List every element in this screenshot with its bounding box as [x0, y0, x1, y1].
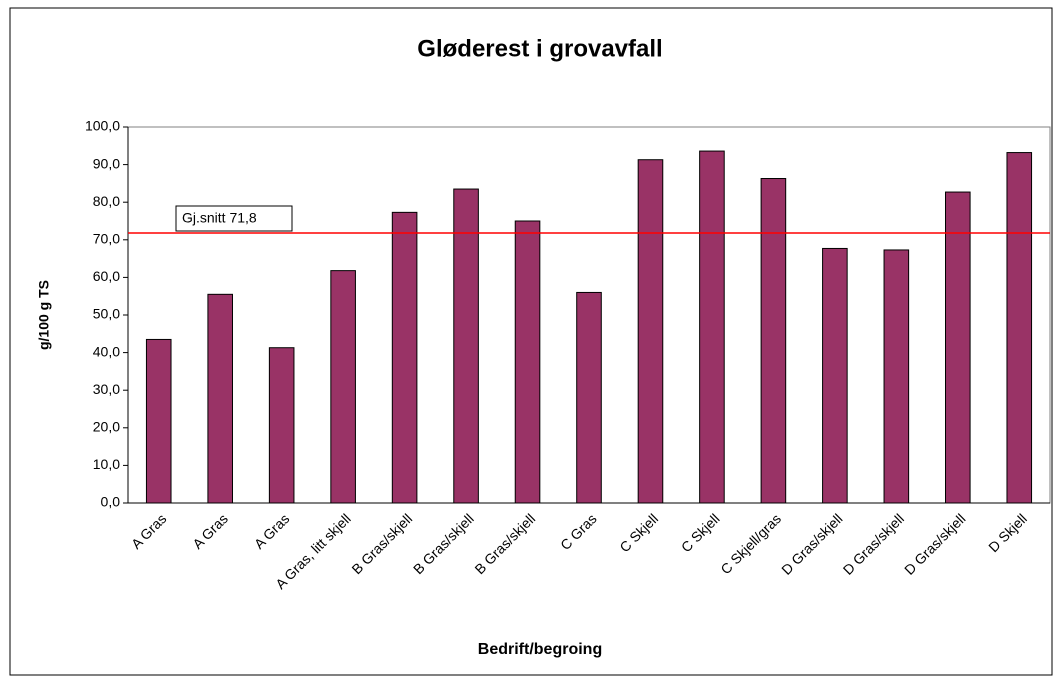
bar	[268, 347, 295, 504]
bar	[1006, 152, 1033, 504]
bar	[576, 291, 602, 504]
bar	[822, 247, 848, 504]
bar	[145, 338, 172, 504]
y-tick-label: 10,0	[93, 456, 120, 472]
y-tick-label: 0,0	[101, 494, 121, 510]
annotation: Gj.snitt 71,8	[182, 210, 257, 226]
y-axis-label: g/100 g TS	[36, 280, 52, 350]
bar	[883, 249, 910, 504]
y-tick-label: 60,0	[93, 268, 120, 284]
bar	[760, 178, 787, 504]
bar	[453, 188, 479, 504]
bar	[207, 293, 233, 504]
bar	[514, 220, 541, 504]
chart-title: Gløderest i grovavfall	[417, 35, 662, 62]
y-tick-label: 30,0	[93, 381, 120, 397]
bar	[391, 211, 418, 504]
annotation-box	[175, 205, 293, 232]
bar	[945, 191, 971, 504]
x-axis-label: Bedrift/begroing	[478, 641, 602, 658]
bar	[330, 270, 356, 504]
bar	[699, 150, 725, 504]
y-tick-label: 80,0	[93, 193, 120, 209]
y-tick-label: 20,0	[93, 419, 120, 435]
y-tick-label: 70,0	[93, 231, 120, 247]
y-tick-label: 50,0	[93, 306, 120, 322]
y-tick-label: 40,0	[93, 343, 120, 359]
y-tick-label: 90,0	[93, 155, 120, 171]
y-tick-label: 100,0	[85, 118, 120, 134]
bar	[637, 159, 664, 504]
